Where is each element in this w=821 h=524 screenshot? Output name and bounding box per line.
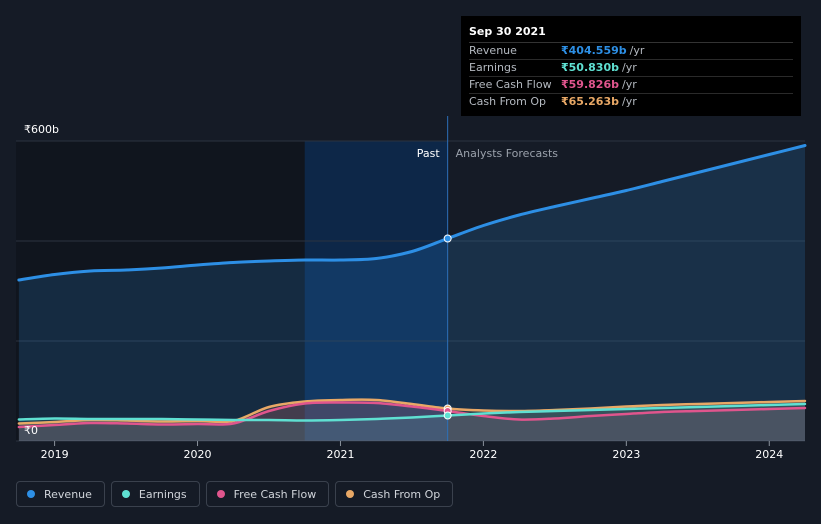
revenue-marker [443,234,452,243]
tooltip-value: ₹59.826b [561,78,619,91]
y-axis-top-label: ₹600b [24,123,59,136]
tooltip-row-revenue: Revenue ₹404.559b /yr [469,43,793,60]
tooltip-label: Free Cash Flow [469,78,552,91]
revenue-line [17,144,807,282]
tooltip-unit: /yr [621,61,637,74]
tooltip-row-earnings: Earnings ₹50.830b /yr [469,60,793,77]
tooltip: Sep 30 2021 Revenue ₹404.559b /yr Earnin… [461,16,801,116]
revenue-area [18,145,805,441]
tooltip-label: Cash From Op [469,95,547,108]
tooltip-unit: /yr [621,78,637,91]
forecast-label: Analysts Forecasts [456,147,559,160]
x-tick-label: 2019 [41,448,69,461]
tooltip-value: ₹404.559b [561,44,627,57]
series-lines [17,144,807,429]
earnings-marker [443,411,452,420]
tooltip-unit: /yr [629,44,645,57]
x-tick-label: 2021 [326,448,354,461]
x-tick-label: 2024 [755,448,783,461]
earnings-area [18,404,805,441]
tooltip-row-cash-from-op: Cash From Op ₹65.263b /yr [469,94,793,110]
legend-label: Cash From Op [363,487,441,501]
legend-label: Earnings [138,487,187,501]
x-tick-label: 2023 [612,448,640,461]
x-tick-label: 2020 [184,448,212,461]
x-axis-ticks: 2019 2020 2021 2022 2023 2024 [41,441,783,461]
free-cash-flow-area [18,402,805,441]
earnings-line [17,402,807,422]
legend: Revenue Earnings Free Cash Flow Cash Fro… [16,481,454,507]
tooltip-date: Sep 30 2021 [469,24,793,43]
earnings-dot-icon [121,490,130,498]
tooltip-label: Revenue [469,44,517,57]
legend-label: Free Cash Flow [233,487,317,501]
past-label: Past [417,147,441,160]
legend-label: Revenue [44,487,92,501]
cash-from-op-line [17,398,807,425]
tooltip-value: ₹50.830b [561,61,619,74]
legend-item-cash-from-op[interactable]: Cash From Op [335,481,454,507]
tooltip-row-free-cash-flow: Free Cash Flow ₹59.826b /yr [469,77,793,94]
free-cash-flow-line [17,401,807,429]
tooltip-label: Earnings [469,61,517,74]
x-tick-label: 2022 [469,448,497,461]
legend-item-revenue[interactable]: Revenue [16,481,105,507]
cash-from-op-dot-icon [346,490,355,498]
tooltip-value: ₹65.263b [561,95,619,108]
gridlines [16,140,805,442]
legend-item-free-cash-flow[interactable]: Free Cash Flow [205,481,330,507]
tooltip-unit: /yr [621,95,637,108]
past-highlight-band [304,141,448,441]
legend-item-earnings[interactable]: Earnings [110,481,200,507]
tooltip-markers [443,234,452,420]
y-axis-zero-label: ₹0 [24,424,38,437]
free-cash-flow-dot-icon [216,490,225,498]
revenue-dot-icon [27,490,35,498]
